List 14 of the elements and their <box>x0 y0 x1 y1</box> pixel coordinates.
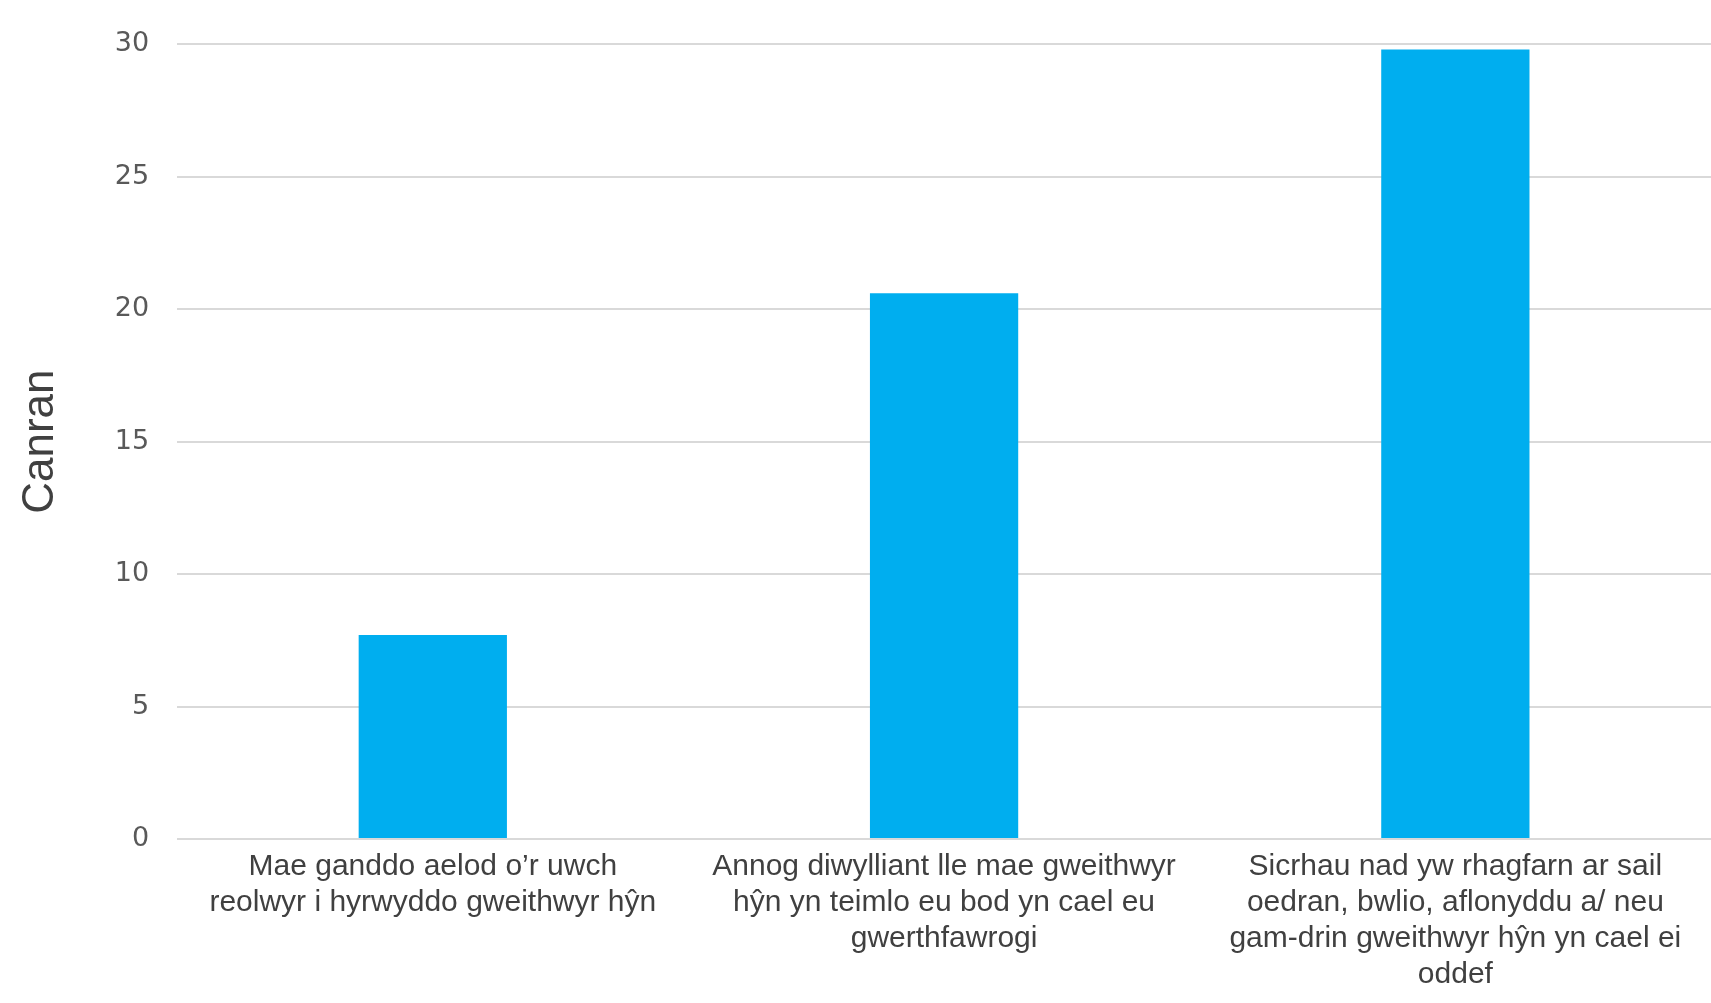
x-tick-label: Annog diwylliant lle mae gweithwyr hŷn yn teimlo eu bod yn cael eu gwerthfawrogi <box>712 848 1176 954</box>
y-tick-label: 25 <box>114 158 150 190</box>
bar <box>1381 49 1530 838</box>
y-tick-label: 0 <box>131 821 150 853</box>
y-tick-label: 30 <box>114 26 150 58</box>
y-axis-title: Canran <box>12 369 62 514</box>
y-tick-label: 20 <box>114 291 150 323</box>
x-tick-label: Mae ganddo aelod o’r uwch reolwyr i hyrwyddo gweithwyr hŷn <box>209 848 657 918</box>
x-tick-label: Sicrhau nad yw rhagfarn ar sail oedran, bwlio, aflonyddu a/ neu gam-drin gweithwyr hŷn yn cael ei oddef <box>1229 848 1682 990</box>
y-tick-label: 10 <box>114 556 150 588</box>
y-tick-label: 5 <box>131 688 150 720</box>
bar <box>869 293 1019 838</box>
bar <box>358 635 507 838</box>
y-tick-label: 15 <box>114 423 150 455</box>
